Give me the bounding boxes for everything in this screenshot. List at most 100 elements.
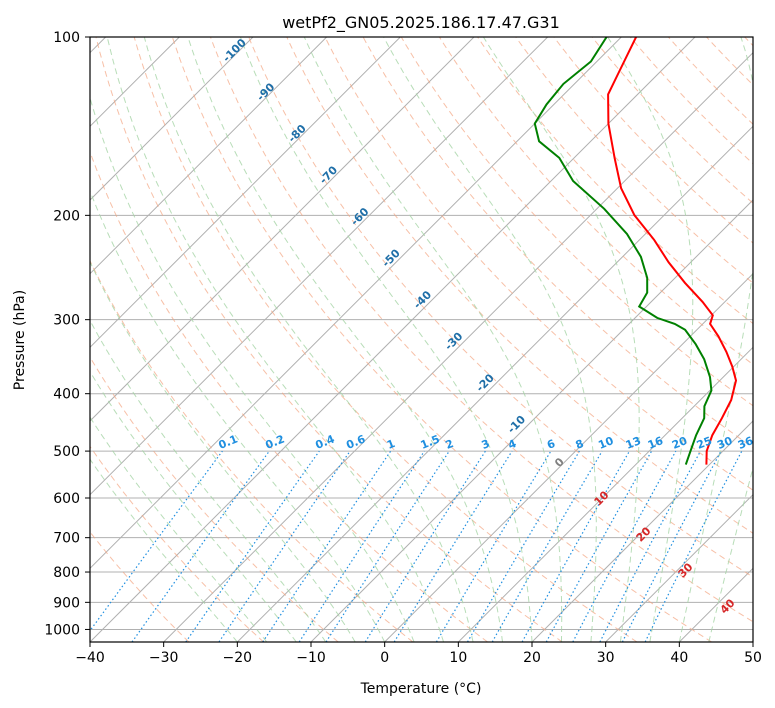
isotherm-line [163,51,753,642]
dry-adiabat-label: 40 [718,596,738,616]
isotherm-line [90,37,401,349]
isotherm-line [384,272,753,642]
dry-adiabat-line [668,37,753,125]
moist-adiabat-line [239,37,533,642]
y-tick-label: 500 [53,444,80,460]
x-tick-label: −10 [296,650,326,666]
y-tick-label: 600 [53,491,80,507]
y-axis-label: Pressure (hPa) [12,290,28,390]
isotherm-line [531,420,753,642]
x-tick-label: 0 [380,650,389,666]
mixing-ratio-label: 20 [670,434,689,452]
dewpoint-profile-line [533,37,713,465]
dry-adiabat-line [90,445,264,642]
moist-adiabat-line [303,37,563,642]
mixing-ratio-label: 8 [574,437,586,452]
x-tick-label: 40 [670,650,688,666]
isotherm-line [90,37,549,496]
background-lines [90,37,753,642]
dry-adiabat-line [591,37,753,204]
temperature-profile-line [607,37,738,465]
mixing-ratio-line [599,450,702,642]
dry-adiabat-line [362,37,753,449]
dry-adiabat-label: -30 [442,330,465,353]
mixing-ratio-line [325,450,450,642]
y-tick-label: 1000 [44,622,80,638]
dry-adiabat-label: -80 [286,122,309,145]
mixing-ratio-label: 3 [480,437,492,452]
x-axis-label: Temperature (°C) [360,681,482,697]
isotherm-line [310,199,753,642]
dry-adiabat-label: -100 [220,36,249,65]
mixing-ratio-line [131,450,270,642]
moist-adiabat-line [678,37,753,642]
moist-adiabat-line [482,37,640,642]
mixing-ratio-label: 1 [385,437,397,452]
x-axis-ticks: −40 −30 −20 −10 0 10 20 30 40 50 [75,642,762,666]
dry-adiabat-line [744,37,753,47]
isotherm-line [90,37,475,422]
mixing-ratio-label: 0.6 [344,432,367,451]
plot-frame [89,36,754,643]
dry-adiabat-line [90,356,339,642]
dry-adiabat-line [171,37,712,642]
moist-adiabat-line [90,458,238,642]
moist-adiabat-line [90,96,415,642]
mixing-ratio-line [90,450,223,632]
mixing-ratio-label: 16 [646,434,665,452]
moist-adiabat-line [90,260,356,642]
mixing-ratio-label: 4 [506,437,518,452]
mixing-ratio-line [545,450,653,642]
isotherm-line [90,37,328,275]
moist-adiabat-line [90,189,386,642]
x-tick-label: 50 [744,650,762,666]
mixing-ratio-line [262,450,392,642]
dry-adiabat-line [90,150,488,642]
profile-series [533,37,738,465]
dry-adiabat-line [133,37,638,642]
mixing-ratio-line [521,450,631,642]
dry-adiabat-label: -10 [505,413,528,436]
chart-title: wetPf2_GN05.2025.186.17.47.G31 [282,13,560,33]
moist-adiabat-line [90,319,327,642]
x-tick-label: 10 [449,650,467,666]
dry-adiabat-line [95,37,563,642]
dry-adiabat-line [90,531,190,642]
dry-adiabat-line [90,259,414,642]
moist-adiabat-line [187,37,503,642]
x-tick-label: −40 [75,650,105,666]
mixing-ratio-line [393,450,513,642]
isotherm-line [678,567,753,642]
mixing-ratio-line [185,450,320,642]
y-tick-label: 900 [53,595,80,611]
mixing-ratio-label: 30 [715,434,734,452]
isotherm-line [90,37,254,201]
mixing-ratio-line [218,450,351,642]
y-tick-label: 100 [53,30,80,46]
dry-adiabat-label: -70 [317,163,340,186]
moist-adiabat-line [90,416,268,642]
mixing-ratio-label: 13 [624,434,643,452]
dry-adiabat-line [706,37,753,86]
dry-adiabat-line [400,37,753,407]
dry-adiabat-label: -90 [254,80,277,103]
dry-adiabat-label: -50 [380,246,403,269]
moist-adiabat-line [708,466,753,642]
x-tick-label: 30 [597,650,615,666]
y-tick-label: 300 [53,313,80,329]
isotherm-line [457,346,753,642]
mixing-ratio-label: 0.1 [217,433,240,452]
dry-adiabat-label: -20 [474,371,497,394]
moist-adiabat-line [90,370,297,642]
y-tick-label: 200 [53,208,80,224]
isotherm-line [90,37,622,570]
y-axis-ticks: 100 200 300 400 500 600 700 800 900 1000 [44,30,90,638]
mixing-ratio-label: 25 [695,434,714,452]
mixing-ratio-line [466,450,580,642]
mixing-ratio-label: 36 [736,434,755,452]
dry-adiabat-line [324,37,753,491]
isotherm-line [236,125,753,642]
dry-adiabat-line [248,37,753,578]
mixing-ratio-line [298,450,425,642]
